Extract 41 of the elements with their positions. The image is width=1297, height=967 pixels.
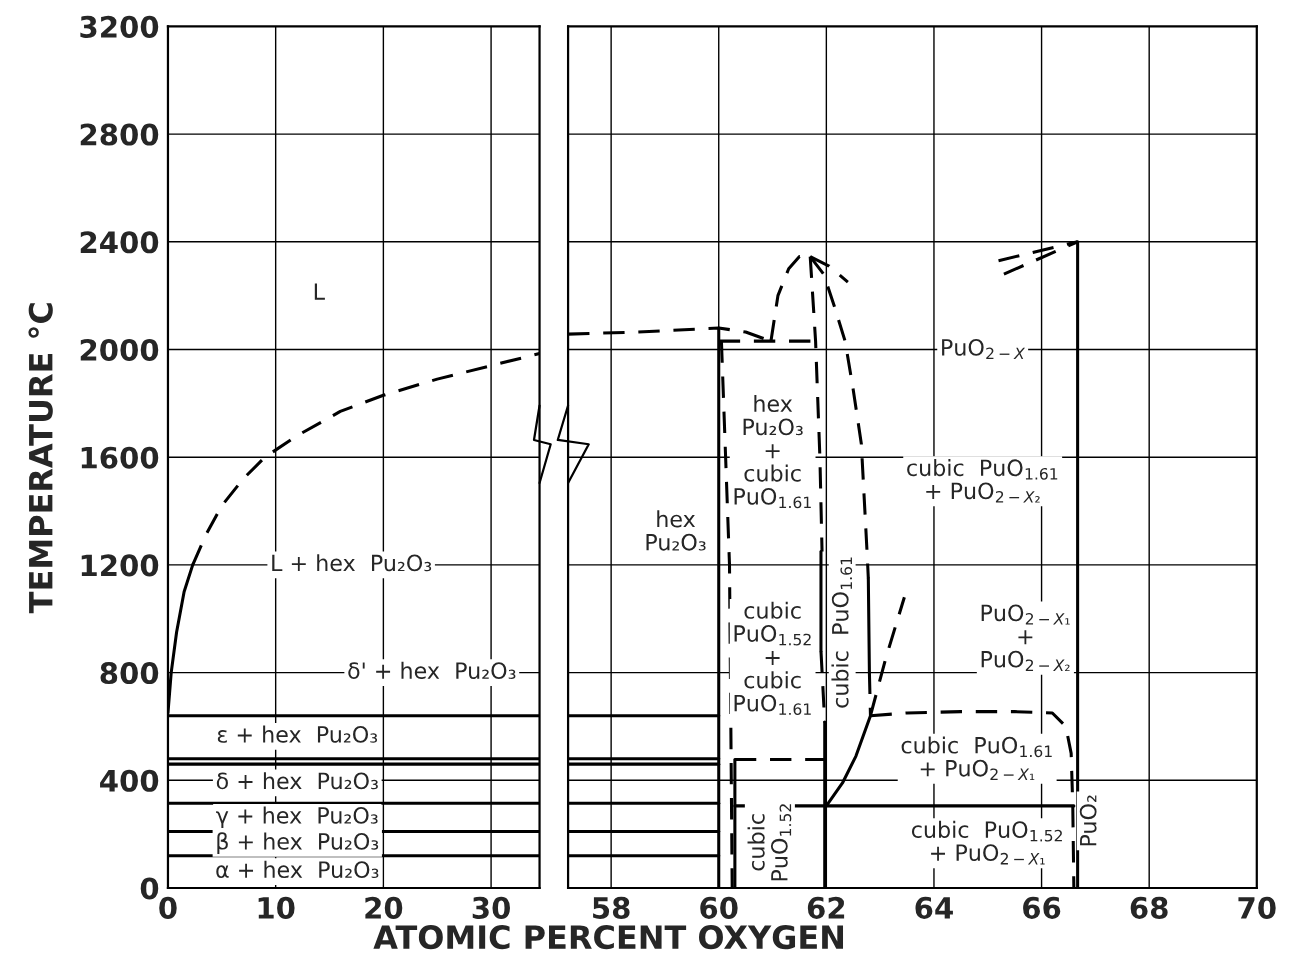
text: cubic PuO$_{1.61}$ + PuO$_{2−X₂}$: [907, 458, 1058, 503]
annotation: δ' + hex Pu₂O₃: [348, 661, 516, 680]
x-tick-label: 66: [1023, 896, 1061, 919]
x-tick-label: 0: [159, 896, 177, 919]
text: cubic PuO$_{1.52}$ + PuO$_{2−X₁}$: [911, 820, 1062, 865]
y-tick-label: 800: [100, 662, 159, 685]
annotation: PuO₂: [1079, 795, 1097, 846]
annotation: γ + hex Pu₂O₃: [216, 806, 378, 829]
x-tick-label: 62: [807, 896, 845, 919]
x-tick-label: 20: [365, 896, 403, 919]
annotation: PuO$_{2−X}$: [942, 338, 1026, 360]
x-tick-label: 64: [915, 896, 953, 919]
annotation: L + hex Pu₂O₃: [272, 554, 432, 572]
y-tick-label: 0: [140, 877, 159, 900]
annotation: cubic PuO$_{1.52}$: [747, 804, 792, 881]
annotation: PuO$_{2−X₁}$ + PuO$_{2−X₂}$: [981, 604, 1070, 671]
annotation: cubic PuO$_{1.61}$: [831, 557, 853, 708]
y-tick-label: 3200: [80, 15, 159, 38]
y-tick-label: 2400: [80, 231, 159, 254]
y-tick-label: 400: [100, 769, 159, 792]
annotation: L: [314, 283, 325, 300]
x-tick-label: 58: [593, 896, 630, 919]
y-tick-label: 1200: [81, 554, 159, 577]
annotation: δ + hex Pu₂O₃: [216, 772, 378, 790]
annotation: cubic PuO$_{1.52}$ + cubic PuO$_{1.61}$: [734, 601, 811, 716]
annotation: β + hex Pu₂O₃: [217, 832, 379, 855]
y-tick-label: 1600: [81, 446, 159, 469]
annotation: hex Pu₂O₃ + cubic PuO$_{1.61}$: [734, 394, 811, 509]
annotation: α + hex Pu₂O₃: [216, 860, 379, 879]
y-tick-label: 2800: [80, 123, 159, 146]
x-tick-label: 10: [258, 896, 295, 919]
x-tick-label: 60: [700, 896, 738, 919]
y-axis-title: TEMPERATURE °C: [28, 303, 53, 614]
x-tick-label: 70: [1238, 896, 1276, 919]
x-tick-label: 68: [1130, 896, 1168, 919]
x-tick-label: 30: [472, 896, 510, 919]
x-axis-title: ATOMIC PERCENT OXYGEN: [373, 925, 844, 950]
y-tick-label: 2000: [80, 338, 159, 361]
annotation: hex Pu₂O₃: [646, 510, 706, 551]
text: cubic PuO$_{1.61}$ + PuO$_{2−X₁}$: [901, 736, 1052, 781]
annotation: ε + hex Pu₂O₃: [217, 725, 378, 743]
